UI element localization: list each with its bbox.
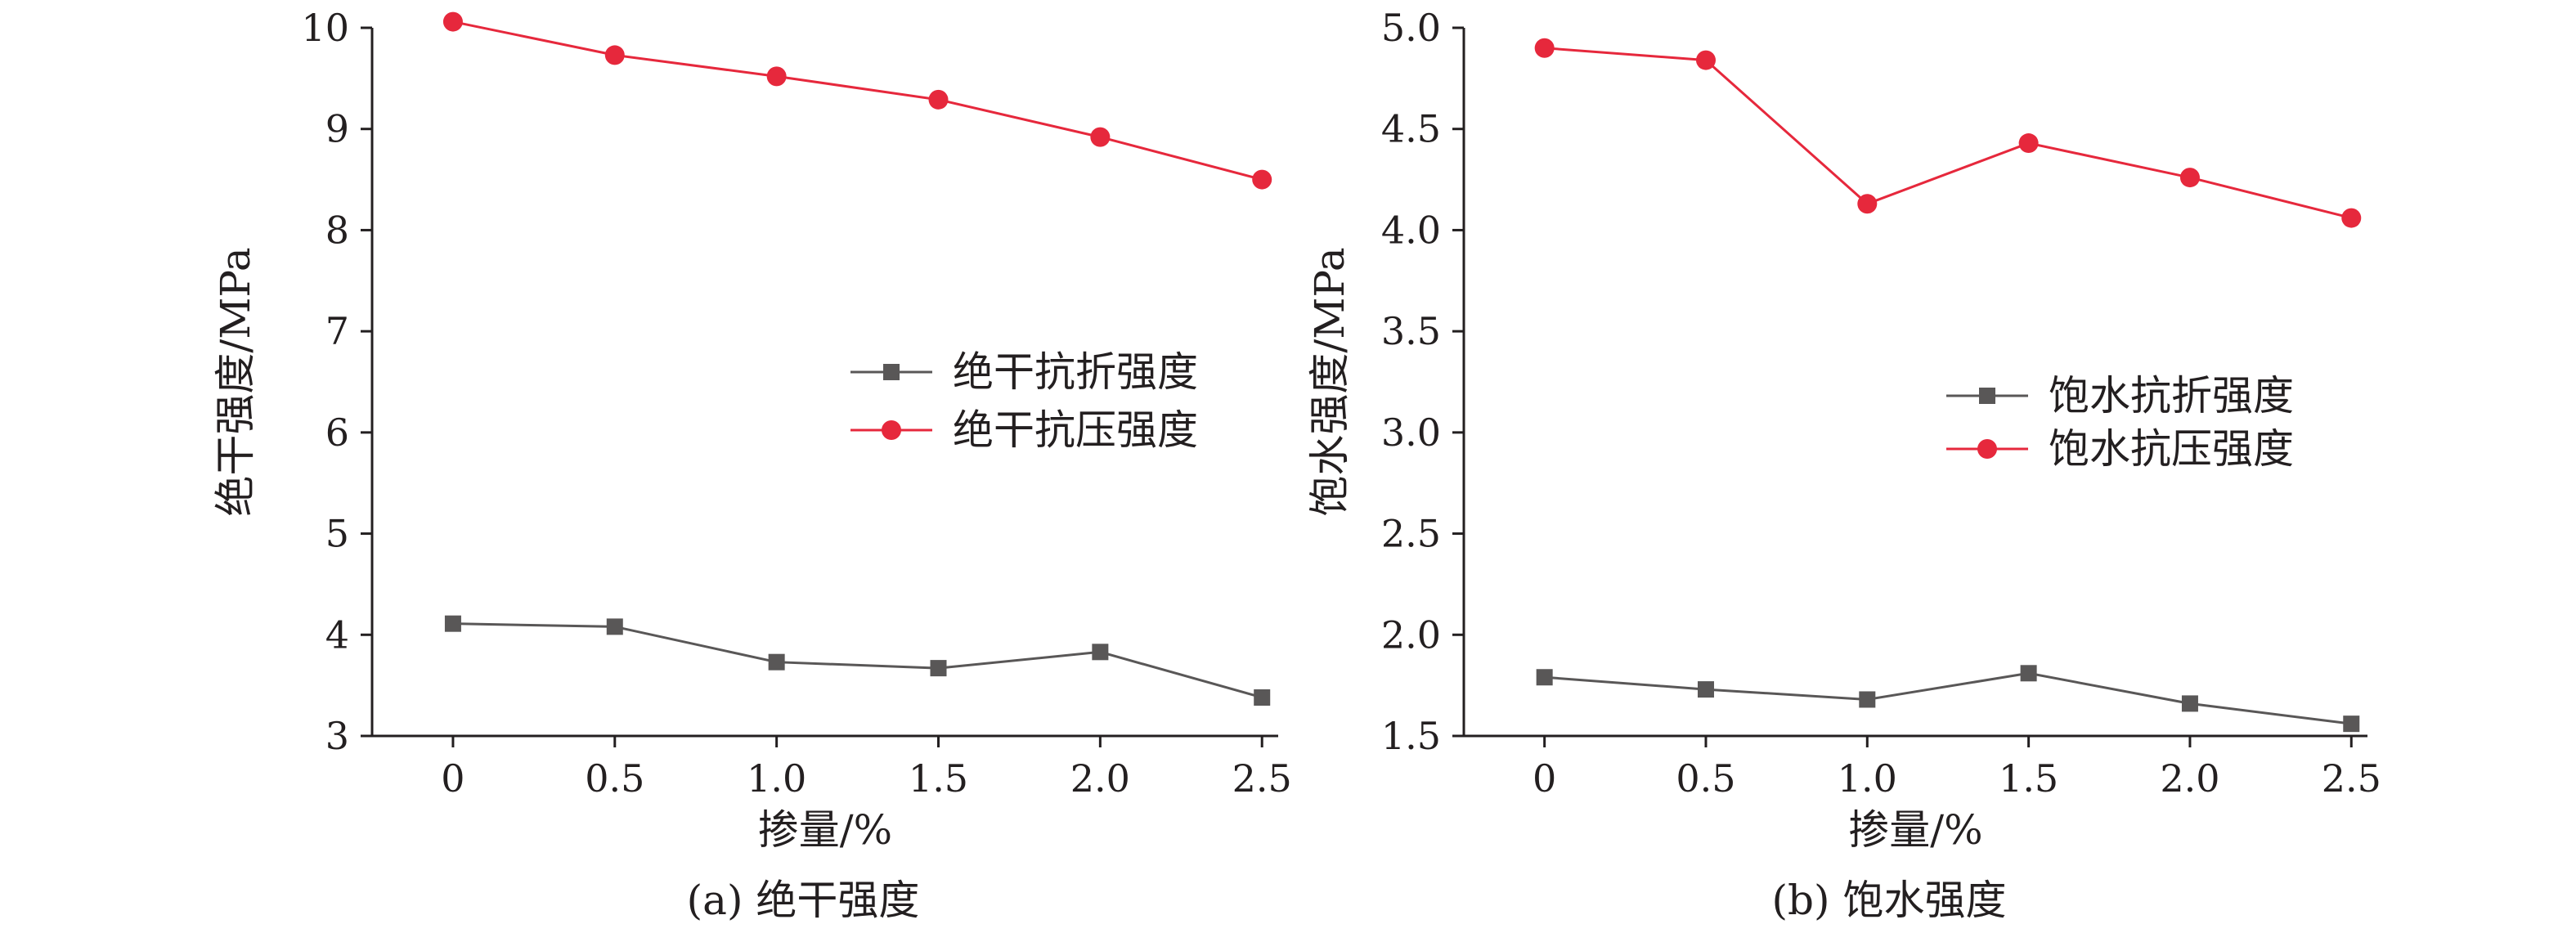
legend-label: 饱水抗折强度 xyxy=(2049,372,2294,419)
y-tick-label: 7 xyxy=(325,309,349,353)
data-point-square xyxy=(1697,681,1714,698)
x-tick-label: 1.0 xyxy=(1838,756,1897,801)
series-flexural xyxy=(444,615,1271,706)
data-point-circle xyxy=(1252,169,1272,190)
x-tick-label: 0 xyxy=(441,756,464,801)
x-tick-label: 2.0 xyxy=(1070,756,1130,801)
data-point-circle xyxy=(2341,208,2362,228)
y-axis-title: 绝干强度/MPa xyxy=(212,247,259,516)
panel-caption: (b) 饱水强度 xyxy=(1772,877,2007,924)
x-tick-label: 1.5 xyxy=(1999,756,2058,801)
y-tick-label: 9 xyxy=(325,107,349,151)
data-point-square xyxy=(1859,691,1876,708)
data-point-circle xyxy=(766,66,787,87)
series-compressive xyxy=(442,11,1272,190)
legend-swatch-marker xyxy=(1979,388,1995,404)
x-tick-label: 1.0 xyxy=(747,756,806,801)
data-point-circle xyxy=(1090,127,1111,147)
data-point-square xyxy=(444,615,461,632)
y-tick-label: 3 xyxy=(325,714,349,758)
y-tick-label: 10 xyxy=(301,6,349,50)
series-compressive xyxy=(1534,38,2362,228)
x-tick-label: 0 xyxy=(1533,756,1556,801)
legend-swatch-marker xyxy=(882,420,901,440)
legend-entry: 绝干抗压强度 xyxy=(850,406,1198,454)
chart-panel-b: 1.5 2.0 2.5 3.0 3.5 4.0 4.5 5.0 0 0.5 1.0 1.5 2.0 2.5… xyxy=(1306,6,2381,924)
y-tick-label: 5.0 xyxy=(1381,6,1441,50)
series-flexural xyxy=(1536,665,2360,733)
data-point-square xyxy=(1536,669,1553,686)
x-axis-title: 掺量/% xyxy=(1848,806,1982,854)
y-tick-label: 3.5 xyxy=(1381,309,1441,353)
x-tick-label: 2.5 xyxy=(1232,756,1292,801)
y-tick-label: 5 xyxy=(325,512,349,556)
data-point-square xyxy=(930,660,947,677)
data-point-circle xyxy=(2179,168,2200,188)
data-point-square xyxy=(1092,644,1109,661)
data-point-square xyxy=(2343,715,2360,733)
data-point-square xyxy=(768,653,785,671)
y-tick-label: 8 xyxy=(325,208,349,252)
y-tick-label: 4.5 xyxy=(1381,107,1441,151)
data-point-square xyxy=(2181,695,2198,712)
y-tick-label: 4.0 xyxy=(1381,208,1441,252)
data-point-circle xyxy=(928,89,949,110)
legend-label: 饱水抗压强度 xyxy=(2049,425,2294,473)
data-point-circle xyxy=(1695,50,1716,70)
data-point-square xyxy=(1254,689,1271,706)
legend-label: 绝干抗压强度 xyxy=(953,406,1198,454)
data-point-square xyxy=(2020,665,2037,682)
x-tick-label: 2.5 xyxy=(2322,756,2381,801)
panel-caption: (a) 绝干强度 xyxy=(687,877,920,924)
y-tick-label: 2.5 xyxy=(1381,512,1441,556)
data-point-circle xyxy=(2018,133,2039,154)
x-axis-title: 掺量/% xyxy=(758,806,892,854)
y-tick-label: 2.0 xyxy=(1381,612,1441,657)
data-point-square xyxy=(606,618,623,635)
y-tick-label: 3.0 xyxy=(1381,410,1441,455)
data-point-circle xyxy=(442,11,463,32)
x-tick-label: 1.5 xyxy=(909,756,968,801)
legend-entry: 绝干抗折强度 xyxy=(850,348,1198,396)
series-line xyxy=(452,20,1263,182)
data-point-circle xyxy=(604,45,625,65)
legend-label: 绝干抗折强度 xyxy=(953,348,1198,396)
chart-panel-a: 3 4 5 6 7 8 9 10 0 0.5 1.0 1.5 2.0 2.5 绝干强度/MPa 掺量/% (a)… xyxy=(212,6,1292,924)
y-tick-label: 6 xyxy=(325,410,349,455)
series-line xyxy=(1544,47,2352,220)
x-tick-label: 0.5 xyxy=(585,756,644,801)
legend-swatch-marker xyxy=(1977,439,1997,459)
y-tick-label: 4 xyxy=(325,612,349,657)
data-point-circle xyxy=(1534,38,1555,58)
x-tick-label: 2.0 xyxy=(2160,756,2219,801)
y-axis-title: 饱水强度/MPa xyxy=(1306,247,1353,516)
legend-entry: 饱水抗压强度 xyxy=(1946,425,2294,473)
x-tick-label: 0.5 xyxy=(1676,756,1735,801)
series-line xyxy=(452,622,1263,699)
legend-swatch-marker xyxy=(883,364,900,380)
data-point-circle xyxy=(1857,194,1878,214)
legend-entry: 饱水抗折强度 xyxy=(1946,372,2294,419)
y-tick-label: 1.5 xyxy=(1381,714,1441,758)
series-line xyxy=(1544,671,2352,725)
